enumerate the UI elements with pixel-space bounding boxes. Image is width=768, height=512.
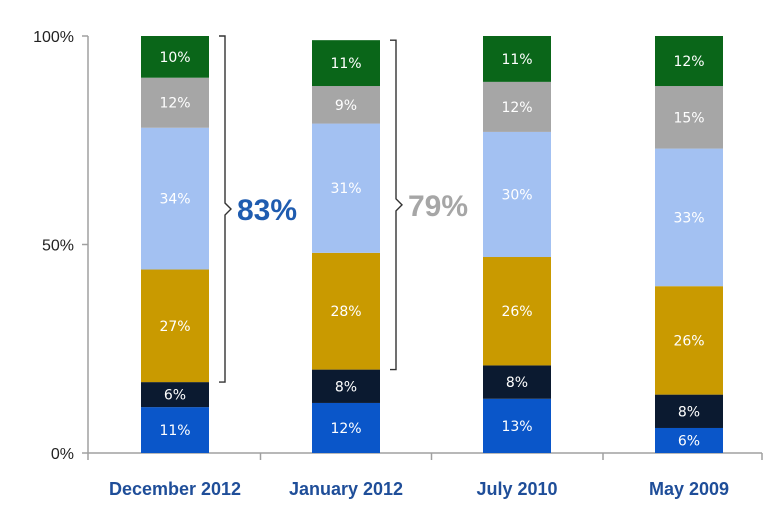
bar-value-label: 31% xyxy=(330,181,361,197)
x-category-label: May 2009 xyxy=(649,479,729,499)
bar-value-label: 6% xyxy=(678,433,700,449)
bar-segment xyxy=(312,86,380,124)
x-category-label: July 2010 xyxy=(476,479,557,499)
bar-value-label: 34% xyxy=(159,192,190,208)
bar-segment xyxy=(312,123,380,253)
bar-value-label: 8% xyxy=(335,379,357,395)
bar-segment xyxy=(655,427,723,453)
bar-value-label: 26% xyxy=(673,333,704,349)
bar-value-label: 27% xyxy=(159,319,190,335)
bar-segment xyxy=(141,77,209,128)
bar-value-label: 11% xyxy=(159,423,190,439)
bar-value-label: 13% xyxy=(501,419,532,435)
bar-segment xyxy=(483,36,551,82)
bracket-callout-label: 83% xyxy=(237,194,297,227)
bar-value-label: 8% xyxy=(506,375,528,391)
x-category-label: December 2012 xyxy=(109,479,241,499)
bar-value-label: 30% xyxy=(501,187,532,203)
bar-value-label: 12% xyxy=(330,421,361,437)
bar-segment xyxy=(655,36,723,87)
bar-value-label: 12% xyxy=(159,96,190,112)
bar-segment xyxy=(141,407,209,453)
bar-segment xyxy=(655,148,723,287)
bar-value-label: 6% xyxy=(164,388,186,404)
bar-segment xyxy=(312,369,380,403)
chart-bars: 11% 6% 27% 34% 12% 10% 12% 8% 28% 31% 9% 11% 13% 8% 26… xyxy=(141,36,723,453)
bar-segment xyxy=(312,402,380,453)
bar-segment xyxy=(655,286,723,395)
bar-segment xyxy=(141,36,209,78)
bar-segment xyxy=(483,398,551,453)
bar-segment xyxy=(483,131,551,258)
x-category-label: January 2012 xyxy=(289,479,403,499)
bar-segment xyxy=(483,81,551,132)
bar-segment xyxy=(655,394,723,428)
bracket xyxy=(390,39,403,371)
bar-segment xyxy=(312,40,380,87)
bar-value-label: 11% xyxy=(330,56,361,72)
bar-value-label: 12% xyxy=(501,100,532,116)
bar-segment xyxy=(655,86,723,149)
bar-value-label: 26% xyxy=(501,304,532,320)
bar-segment xyxy=(483,257,551,366)
bar-segment xyxy=(312,252,380,370)
bracket xyxy=(219,35,232,383)
bracket-callout-label: 79% xyxy=(408,190,468,223)
y-tick-label: 50% xyxy=(42,238,74,255)
bar-value-label: 33% xyxy=(673,210,704,226)
bar-value-label: 15% xyxy=(673,110,704,126)
bar-value-label: 8% xyxy=(678,404,700,420)
bar-segment xyxy=(141,382,209,408)
bar-value-label: 9% xyxy=(335,98,357,114)
y-tick-label: 100% xyxy=(33,29,74,46)
bar-value-label: 11% xyxy=(501,52,532,68)
bar-value-label: 28% xyxy=(330,304,361,320)
bar-segment xyxy=(483,365,551,399)
bar-value-label: 12% xyxy=(673,54,704,70)
chart-callouts: 83% 79% xyxy=(219,35,468,383)
bar-segment xyxy=(141,269,209,383)
bar-segment xyxy=(141,127,209,270)
y-tick-label: 0% xyxy=(51,446,74,463)
bar-value-label: 10% xyxy=(159,50,190,66)
